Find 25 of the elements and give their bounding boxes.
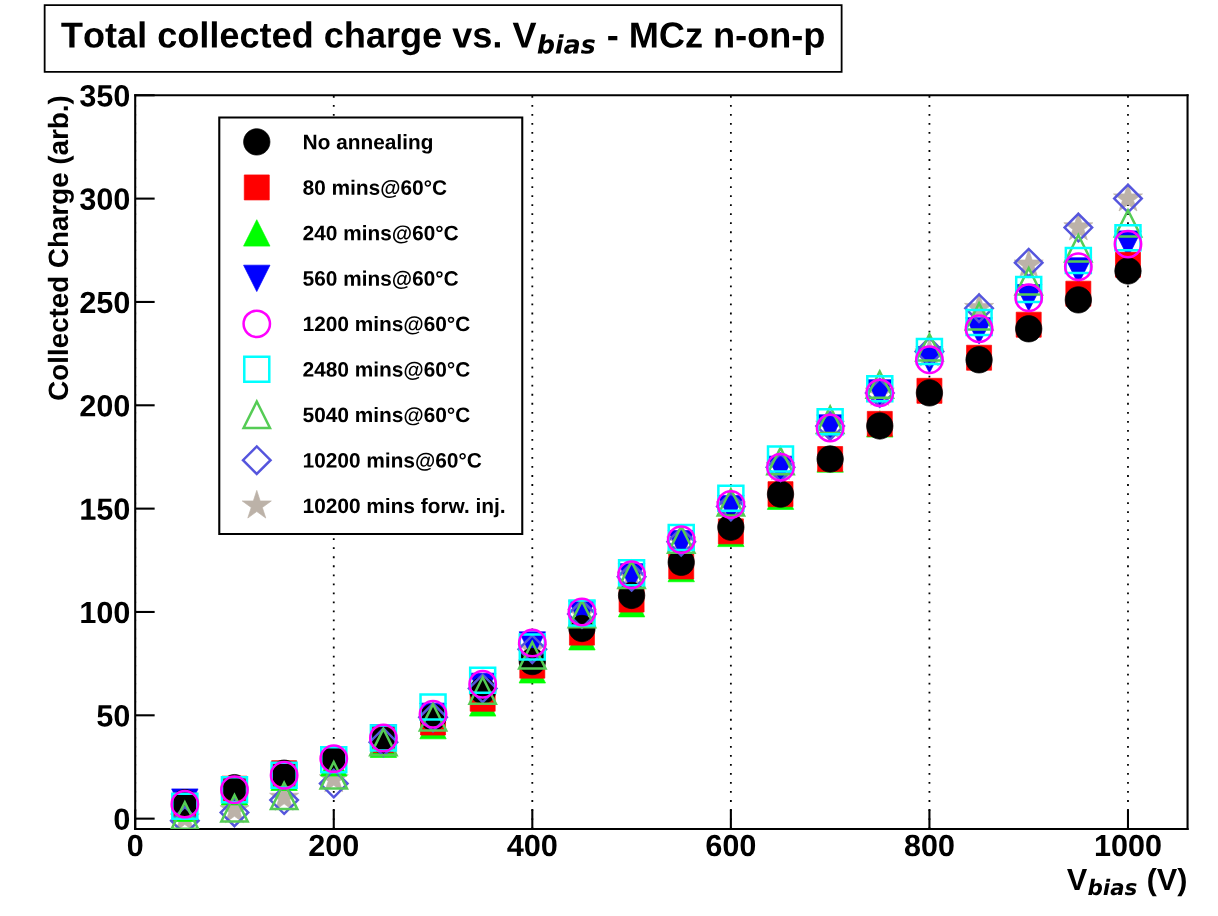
chart-title: Total collected charge vs. V$_{bias}$ - MCz n-on-p — [61, 21, 824, 56]
legend-label: 10200 mins forw. inj. — [303, 497, 505, 518]
y-tick-label: 50 — [97, 705, 130, 727]
legend-label: 560 mins@60°C — [303, 270, 459, 289]
x-tick-label: 600 — [706, 834, 756, 857]
y-tick-label: 300 — [80, 188, 130, 211]
y-tick-label: 200 — [80, 395, 130, 417]
legend-label: 80 mins@60°C — [303, 179, 447, 199]
legend-label: 1200 mins@60°C — [303, 316, 470, 335]
legend-label: 10200 mins@60°C — [303, 452, 482, 471]
legend-label: 5040 mins@60°C — [303, 406, 470, 426]
y-tick-label: 350 — [80, 85, 130, 107]
legend-label: No annealing — [304, 134, 433, 154]
y-tick-label: 150 — [81, 498, 130, 520]
legend-label: 2480 mins@60°C — [303, 361, 470, 380]
y-axis-title: Collected Charge (arb.) — [47, 96, 74, 400]
x-tick-label: 200 — [309, 834, 358, 857]
y-tick-label: 0 — [114, 808, 130, 831]
y-tick-label: 250 — [80, 291, 130, 314]
y-tick-label: 100 — [81, 601, 130, 624]
legend-label: 240 mins@60°C — [303, 225, 459, 244]
x-tick-label: 400 — [507, 834, 557, 857]
x-tick-label: 800 — [904, 834, 954, 857]
x-axis-title: V$_{bias}$ (V) — [1067, 867, 1186, 897]
x-tick-label: 1000 — [1095, 834, 1161, 857]
